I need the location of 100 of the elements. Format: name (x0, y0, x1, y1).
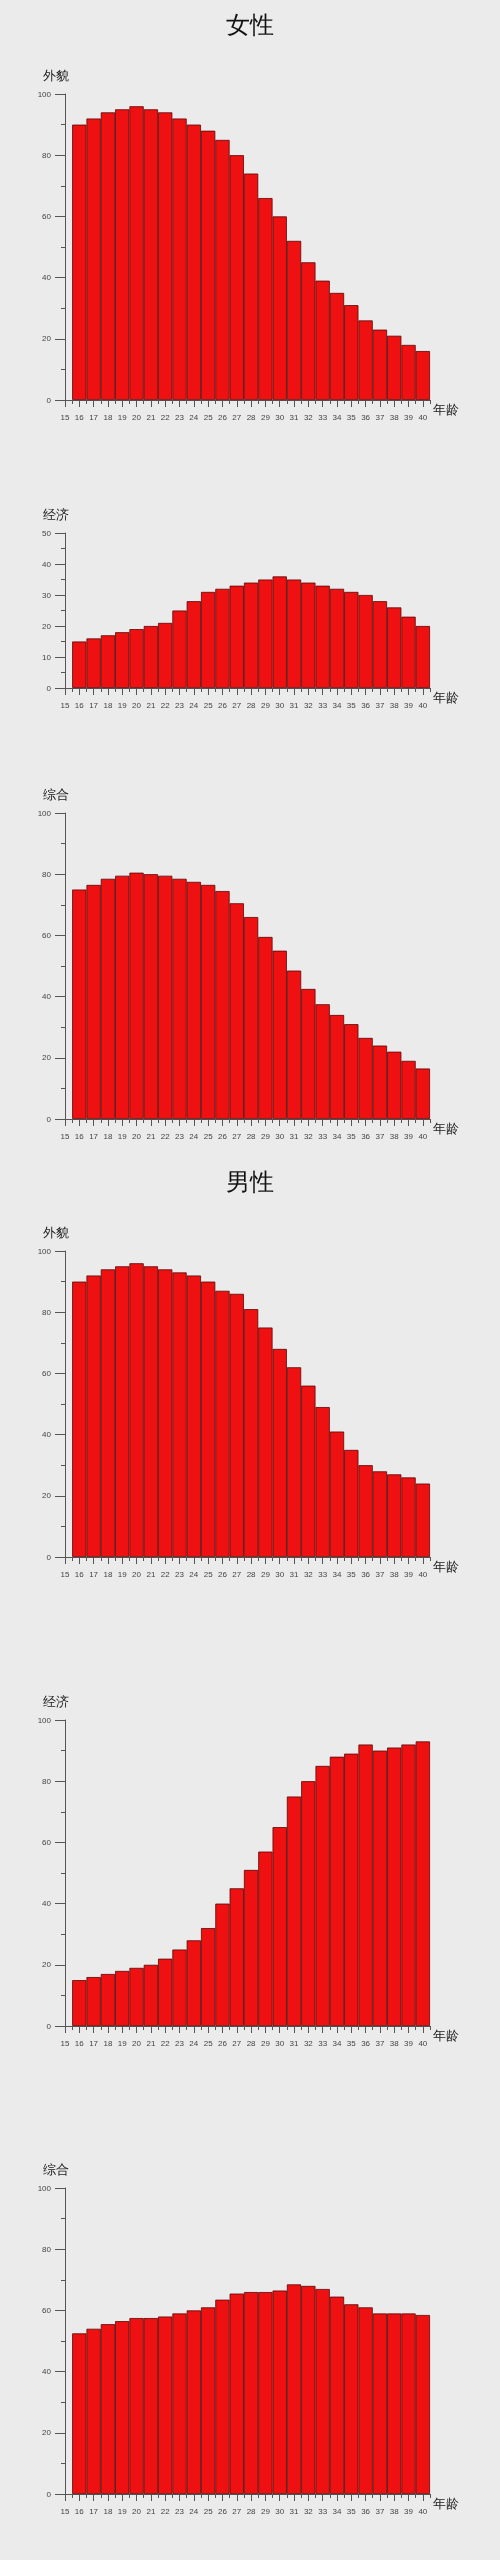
x-tick-label: 16 (74, 1569, 85, 1579)
x-axis-title: 年龄 (433, 2028, 460, 2043)
y-tick-label: 100 (37, 1715, 52, 1725)
x-axis-title: 年龄 (433, 2496, 460, 2511)
x-tick-label: 39 (404, 1569, 414, 1579)
x-tick-label: 21 (146, 2506, 156, 2516)
x-tick-label: 21 (146, 700, 156, 710)
x-tick-label: 32 (303, 1569, 314, 1579)
x-tick-label: 18 (103, 2038, 113, 2048)
x-tick-label: 23 (175, 1131, 185, 1141)
x-tick-label: 32 (303, 1131, 314, 1141)
x-tick-label: 33 (318, 1131, 328, 1141)
x-tick-label: 19 (117, 1569, 128, 1579)
x-tick-label: 27 (232, 412, 242, 422)
x-tick-label: 39 (404, 700, 414, 710)
x-tick-label: 28 (246, 412, 257, 422)
y-axis-title: 外貌 (42, 1225, 69, 1240)
x-tick-label: 30 (275, 2038, 285, 2048)
x-tick-label: 31 (289, 2506, 300, 2516)
y-tick-label: 30 (42, 590, 52, 600)
x-tick-label: 16 (74, 412, 85, 422)
y-tick-label: 80 (42, 150, 52, 160)
x-tick-label: 22 (160, 700, 171, 710)
x-tick-label: 33 (318, 2038, 328, 2048)
x-tick-label: 28 (246, 1569, 257, 1579)
x-tick-label: 33 (318, 412, 328, 422)
x-tick-label: 37 (375, 2038, 385, 2048)
x-tick-label: 15 (60, 2506, 70, 2516)
y-tick-label: 20 (42, 334, 52, 344)
y-axis-title: 经济 (42, 1694, 69, 1709)
x-tick-label: 20 (132, 1569, 142, 1579)
y-tick-label: 100 (37, 808, 52, 818)
x-tick-label: 38 (389, 1569, 400, 1579)
x-tick-label: 17 (89, 1131, 99, 1141)
x-tick-label: 36 (361, 1131, 371, 1141)
y-tick-label: 40 (42, 273, 52, 283)
x-tick-label: 16 (74, 700, 85, 710)
x-tick-label: 34 (332, 1569, 342, 1579)
x-axis-title: 年龄 (433, 1121, 460, 1136)
x-tick-label: 22 (160, 2038, 171, 2048)
x-tick-label: 34 (332, 2038, 342, 2048)
x-tick-label: 37 (375, 1569, 385, 1579)
y-axis-title: 外貌 (42, 68, 69, 83)
y-tick-label: 80 (42, 1307, 52, 1317)
x-tick-label: 36 (361, 700, 371, 710)
y-tick-label: 80 (42, 869, 52, 879)
x-tick-label: 40 (418, 700, 428, 710)
x-tick-label: 29 (260, 700, 271, 710)
x-tick-label: 38 (389, 1131, 400, 1141)
x-tick-label: 16 (74, 2038, 85, 2048)
x-tick-label: 38 (389, 2506, 400, 2516)
x-tick-label: 31 (289, 2038, 300, 2048)
x-tick-label: 17 (89, 1569, 99, 1579)
x-tick-label: 32 (303, 412, 314, 422)
y-tick-label: 40 (42, 992, 52, 1002)
x-tick-label: 17 (89, 700, 99, 710)
x-tick-label: 32 (303, 700, 314, 710)
y-tick-label: 40 (42, 1899, 52, 1909)
x-tick-label: 15 (60, 700, 70, 710)
x-tick-label: 37 (375, 2506, 385, 2516)
x-tick-label: 17 (89, 412, 99, 422)
y-tick-label: 20 (42, 621, 52, 631)
x-tick-label: 35 (346, 1131, 357, 1141)
y-tick-label: 50 (42, 528, 52, 538)
x-tick-label: 40 (418, 1131, 428, 1141)
x-tick-label: 23 (175, 1569, 185, 1579)
y-axis-title: 经济 (42, 507, 69, 522)
x-tick-label: 40 (418, 1569, 428, 1579)
x-tick-label: 25 (203, 412, 214, 422)
x-tick-label: 17 (89, 2038, 99, 2048)
x-tick-label: 23 (175, 700, 185, 710)
x-tick-label: 20 (132, 1131, 142, 1141)
x-tick-label: 17 (89, 2506, 99, 2516)
y-tick-label: 20 (42, 1960, 52, 1970)
x-tick-label: 29 (260, 2506, 271, 2516)
x-tick-label: 30 (275, 412, 285, 422)
x-tick-label: 29 (260, 412, 271, 422)
x-tick-label: 40 (418, 412, 428, 422)
x-tick-label: 22 (160, 2506, 171, 2516)
x-tick-label: 24 (189, 1569, 199, 1579)
x-tick-label: 22 (160, 1569, 171, 1579)
x-tick-label: 30 (275, 2506, 285, 2516)
x-tick-label: 23 (175, 2038, 185, 2048)
x-tick-label: 19 (117, 2506, 128, 2516)
x-tick-label: 19 (117, 700, 128, 710)
x-tick-label: 31 (289, 700, 300, 710)
x-tick-label: 25 (203, 700, 214, 710)
x-tick-label: 26 (218, 412, 228, 422)
x-tick-label: 20 (132, 2506, 142, 2516)
x-tick-label: 33 (318, 1569, 328, 1579)
y-tick-label: 80 (42, 2244, 52, 2254)
x-tick-label: 24 (189, 412, 199, 422)
y-tick-label: 80 (42, 1776, 52, 1786)
chart-title: 女性 (226, 11, 274, 39)
x-tick-label: 25 (203, 2038, 214, 2048)
x-tick-label: 40 (418, 2506, 428, 2516)
x-tick-label: 28 (246, 700, 257, 710)
x-tick-label: 39 (404, 2038, 414, 2048)
y-tick-label: 0 (46, 683, 52, 693)
chart-title: 男性 (226, 1168, 274, 1196)
